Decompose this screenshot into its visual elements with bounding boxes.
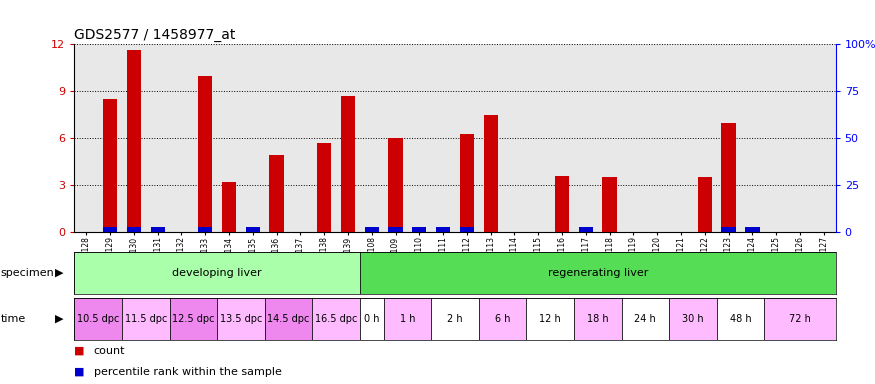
Bar (479, 298, 527, 340)
Bar (217, 298, 265, 340)
Text: ▶: ▶ (55, 268, 64, 278)
Text: 10.5 dpc: 10.5 dpc (77, 314, 119, 324)
Bar (669, 298, 717, 340)
Bar (722, 227, 736, 232)
Text: 72 h: 72 h (789, 314, 811, 324)
Bar (122, 298, 170, 340)
Text: ■: ■ (74, 367, 85, 377)
Bar (365, 227, 379, 232)
Bar (527, 298, 574, 340)
Text: 30 h: 30 h (682, 314, 704, 324)
Bar (621, 298, 669, 340)
Bar (722, 122, 736, 232)
Bar (459, 134, 474, 232)
Bar (746, 227, 760, 232)
Text: developing liver: developing liver (172, 268, 262, 278)
Text: count: count (94, 346, 125, 356)
Bar (198, 227, 213, 232)
Bar (341, 96, 355, 232)
Bar (412, 227, 426, 232)
Bar (150, 227, 164, 232)
Text: 12.5 dpc: 12.5 dpc (172, 314, 214, 324)
Text: 18 h: 18 h (587, 314, 608, 324)
Bar (312, 298, 360, 340)
Bar (265, 298, 312, 340)
Text: 14.5 dpc: 14.5 dpc (267, 314, 310, 324)
Bar (436, 227, 451, 232)
Text: 48 h: 48 h (730, 314, 752, 324)
Bar (697, 177, 712, 232)
Text: regenerating liver: regenerating liver (548, 268, 648, 278)
Bar (103, 227, 117, 232)
Text: 0 h: 0 h (364, 314, 380, 324)
Bar (764, 298, 836, 340)
Text: percentile rank within the sample: percentile rank within the sample (94, 367, 282, 377)
Bar (74, 298, 122, 340)
Bar (127, 227, 141, 232)
Bar (484, 115, 498, 232)
Bar (170, 298, 217, 340)
Text: specimen: specimen (1, 268, 54, 278)
Bar (270, 156, 284, 232)
Bar (388, 227, 402, 232)
Bar (360, 298, 383, 340)
Text: 6 h: 6 h (495, 314, 510, 324)
Bar (360, 252, 836, 294)
Bar (198, 76, 213, 232)
Bar (431, 298, 479, 340)
Text: time: time (1, 314, 26, 324)
Text: 13.5 dpc: 13.5 dpc (220, 314, 262, 324)
Text: 12 h: 12 h (539, 314, 561, 324)
Text: ■: ■ (74, 346, 85, 356)
Bar (459, 227, 474, 232)
Bar (127, 50, 141, 232)
Bar (388, 138, 402, 232)
Bar (603, 177, 617, 232)
Bar (717, 298, 764, 340)
Bar (103, 99, 117, 232)
Bar (222, 182, 236, 232)
Text: 11.5 dpc: 11.5 dpc (124, 314, 167, 324)
Text: 2 h: 2 h (447, 314, 463, 324)
Text: 24 h: 24 h (634, 314, 656, 324)
Bar (317, 143, 332, 232)
Bar (383, 298, 431, 340)
Bar (246, 227, 260, 232)
Text: 1 h: 1 h (400, 314, 415, 324)
Text: GDS2577 / 1458977_at: GDS2577 / 1458977_at (74, 28, 235, 42)
Bar (574, 298, 621, 340)
Bar (555, 176, 570, 232)
Text: 16.5 dpc: 16.5 dpc (315, 314, 357, 324)
Bar (74, 252, 360, 294)
Bar (578, 227, 593, 232)
Text: ▶: ▶ (55, 314, 64, 324)
